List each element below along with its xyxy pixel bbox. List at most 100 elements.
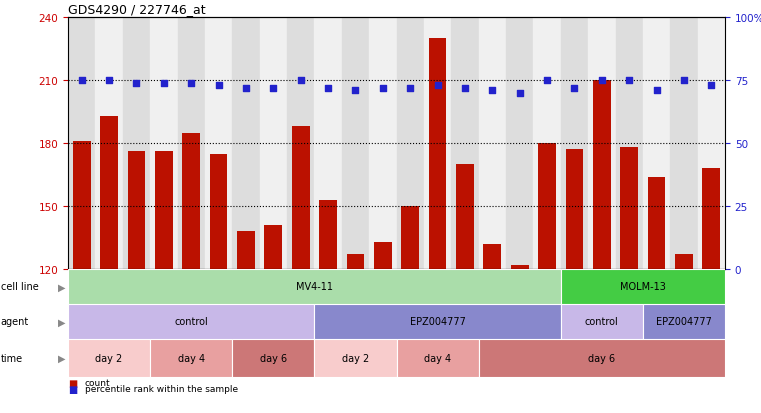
Bar (643, 18, 670, 269)
Bar (291, 127, 310, 269)
Text: cell line: cell line (1, 282, 39, 292)
Bar (346, 255, 365, 269)
Point (486, 88, 498, 94)
Bar (396, 18, 424, 269)
Bar (68, 269, 561, 304)
Point (596, 78, 608, 84)
Bar (210, 154, 228, 269)
Bar (314, 339, 396, 377)
Bar (620, 148, 638, 269)
Bar (232, 339, 314, 377)
Bar (177, 18, 205, 269)
Bar (479, 339, 725, 377)
Bar (561, 18, 588, 269)
Bar (232, 18, 260, 269)
Bar (616, 18, 643, 269)
Bar (396, 339, 479, 377)
Bar (342, 18, 369, 269)
Text: EPZ004777: EPZ004777 (656, 317, 712, 327)
Bar (506, 18, 533, 269)
Bar (95, 18, 123, 269)
Bar (68, 339, 150, 377)
Bar (205, 18, 232, 269)
Bar (428, 39, 447, 269)
Bar (68, 18, 95, 269)
Text: control: control (585, 317, 619, 327)
Text: day 6: day 6 (588, 353, 616, 363)
Bar (287, 18, 314, 269)
Text: control: control (174, 317, 208, 327)
Bar (401, 206, 419, 269)
Text: percentile rank within the sample: percentile rank within the sample (84, 385, 238, 394)
Text: ▶: ▶ (59, 282, 65, 292)
Text: ■: ■ (68, 384, 78, 394)
Text: GDS4290 / 227746_at: GDS4290 / 227746_at (68, 3, 205, 16)
Point (103, 78, 115, 84)
Bar (150, 339, 232, 377)
Bar (424, 18, 451, 269)
Text: day 4: day 4 (424, 353, 451, 363)
Bar (150, 18, 177, 269)
Bar (675, 255, 693, 269)
Text: day 2: day 2 (342, 353, 369, 363)
Bar (479, 18, 506, 269)
Bar (100, 116, 118, 269)
Bar (565, 150, 584, 269)
Point (705, 83, 718, 89)
Point (678, 78, 690, 84)
Text: day 4: day 4 (177, 353, 205, 363)
Bar (561, 304, 643, 339)
Bar (68, 304, 314, 339)
Bar (648, 177, 665, 269)
Text: time: time (1, 353, 23, 363)
Bar (319, 200, 337, 269)
Bar (374, 242, 392, 269)
Point (240, 85, 252, 92)
Point (212, 83, 224, 89)
Bar (73, 142, 91, 269)
Point (75, 78, 88, 84)
Bar (369, 18, 396, 269)
Bar (183, 133, 200, 269)
Point (623, 78, 635, 84)
Text: ▶: ▶ (59, 317, 65, 327)
Text: ■: ■ (68, 378, 78, 388)
Point (185, 80, 197, 87)
Text: count: count (84, 378, 110, 387)
Point (295, 78, 307, 84)
Text: day 2: day 2 (95, 353, 123, 363)
Point (431, 83, 444, 89)
Point (651, 88, 663, 94)
Point (568, 85, 581, 92)
Bar (128, 152, 145, 269)
Bar (123, 18, 150, 269)
Bar (702, 169, 720, 269)
Text: day 6: day 6 (260, 353, 287, 363)
Bar (698, 18, 725, 269)
Bar (314, 18, 342, 269)
Point (349, 88, 361, 94)
Bar (511, 265, 529, 269)
Text: MOLM-13: MOLM-13 (620, 282, 666, 292)
Bar (456, 165, 474, 269)
Bar (451, 18, 479, 269)
Bar (260, 18, 287, 269)
Bar (538, 144, 556, 269)
Point (158, 80, 170, 87)
Bar (264, 225, 282, 269)
Bar (643, 304, 725, 339)
Point (404, 85, 416, 92)
Bar (533, 18, 561, 269)
Bar (561, 269, 725, 304)
Bar (670, 18, 698, 269)
Point (514, 90, 526, 97)
Text: agent: agent (1, 317, 29, 327)
Point (541, 78, 553, 84)
Point (267, 85, 279, 92)
Bar (237, 232, 255, 269)
Bar (155, 152, 173, 269)
Point (377, 85, 389, 92)
Point (130, 80, 142, 87)
Text: EPZ004777: EPZ004777 (409, 317, 466, 327)
Bar (483, 244, 501, 269)
